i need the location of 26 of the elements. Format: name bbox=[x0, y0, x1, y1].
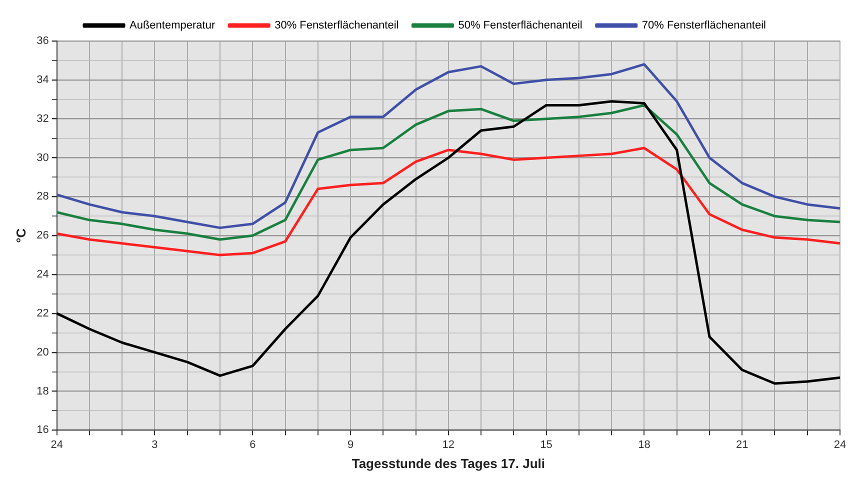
y-tick-label: 36 bbox=[36, 35, 49, 48]
legend-label: 30% Fensterflächenanteil bbox=[274, 20, 399, 32]
y-axis-title: °C bbox=[13, 228, 28, 243]
y-tick-label: 30 bbox=[36, 152, 49, 164]
legend-label: 50% Fensterflächenanteil bbox=[458, 20, 582, 32]
y-tick-label: 34 bbox=[36, 74, 49, 86]
x-axis-title: Tagesstunde des Tages 17. Juli bbox=[352, 456, 545, 471]
x-tick-label: 18 bbox=[638, 438, 650, 451]
x-tick-label: 24 bbox=[834, 438, 846, 451]
y-tick-label: 24 bbox=[36, 268, 49, 281]
x-tick-label: 6 bbox=[250, 438, 256, 451]
y-tick-label: 22 bbox=[36, 307, 49, 320]
legend-label: 70% Fensterflächenanteil bbox=[642, 20, 766, 32]
y-tick-label: 26 bbox=[36, 230, 49, 242]
y-tick-label: 28 bbox=[36, 190, 49, 203]
legend-label: Außentemperatur bbox=[130, 20, 216, 32]
x-tick-label: 21 bbox=[736, 438, 748, 451]
x-tick-label: 3 bbox=[152, 438, 158, 451]
x-tick-label: 9 bbox=[347, 438, 354, 451]
y-tick-label: 32 bbox=[36, 112, 49, 125]
x-tick-label: 24 bbox=[50, 438, 63, 451]
y-tick-label: 18 bbox=[36, 385, 49, 398]
y-tick-label: 16 bbox=[36, 424, 49, 436]
x-tick-label: 12 bbox=[442, 438, 455, 451]
x-tick-label: 15 bbox=[540, 438, 552, 451]
y-tick-label: 20 bbox=[36, 346, 49, 358]
